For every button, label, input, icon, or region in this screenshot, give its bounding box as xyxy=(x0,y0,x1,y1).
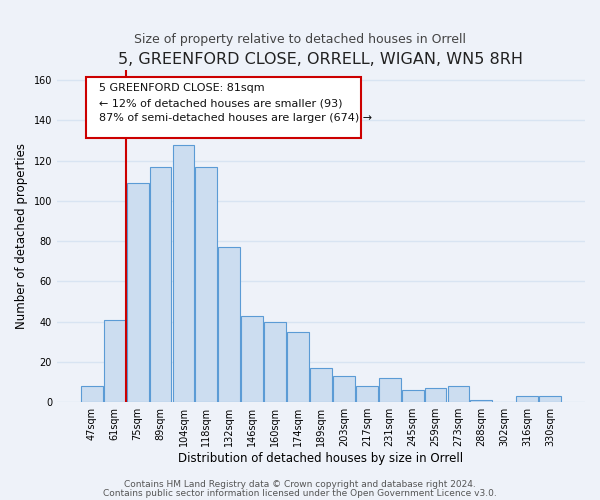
Bar xyxy=(517,396,538,402)
X-axis label: Distribution of detached houses by size in Orrell: Distribution of detached houses by size … xyxy=(178,452,464,465)
Bar xyxy=(287,332,309,402)
Bar xyxy=(104,320,125,402)
Bar xyxy=(379,378,401,402)
Bar xyxy=(402,390,424,402)
Bar xyxy=(310,368,332,402)
Bar xyxy=(218,247,240,402)
Bar xyxy=(127,183,149,402)
Bar xyxy=(356,386,377,402)
Text: Contains HM Land Registry data © Crown copyright and database right 2024.: Contains HM Land Registry data © Crown c… xyxy=(124,480,476,489)
Bar xyxy=(81,386,103,402)
Bar xyxy=(448,386,469,402)
Y-axis label: Number of detached properties: Number of detached properties xyxy=(15,143,28,329)
Bar xyxy=(196,166,217,402)
Text: Contains public sector information licensed under the Open Government Licence v3: Contains public sector information licen… xyxy=(103,488,497,498)
Title: 5, GREENFORD CLOSE, ORRELL, WIGAN, WN5 8RH: 5, GREENFORD CLOSE, ORRELL, WIGAN, WN5 8… xyxy=(118,52,523,68)
FancyBboxPatch shape xyxy=(86,76,361,138)
Bar xyxy=(241,316,263,402)
Bar xyxy=(425,388,446,402)
Bar xyxy=(539,396,561,402)
Text: 5 GREENFORD CLOSE: 81sqm
← 12% of detached houses are smaller (93)
87% of semi-d: 5 GREENFORD CLOSE: 81sqm ← 12% of detach… xyxy=(99,84,372,123)
Text: Size of property relative to detached houses in Orrell: Size of property relative to detached ho… xyxy=(134,32,466,46)
Bar xyxy=(264,322,286,402)
Bar xyxy=(149,166,172,402)
Bar xyxy=(333,376,355,402)
Bar xyxy=(173,144,194,402)
Bar xyxy=(470,400,492,402)
